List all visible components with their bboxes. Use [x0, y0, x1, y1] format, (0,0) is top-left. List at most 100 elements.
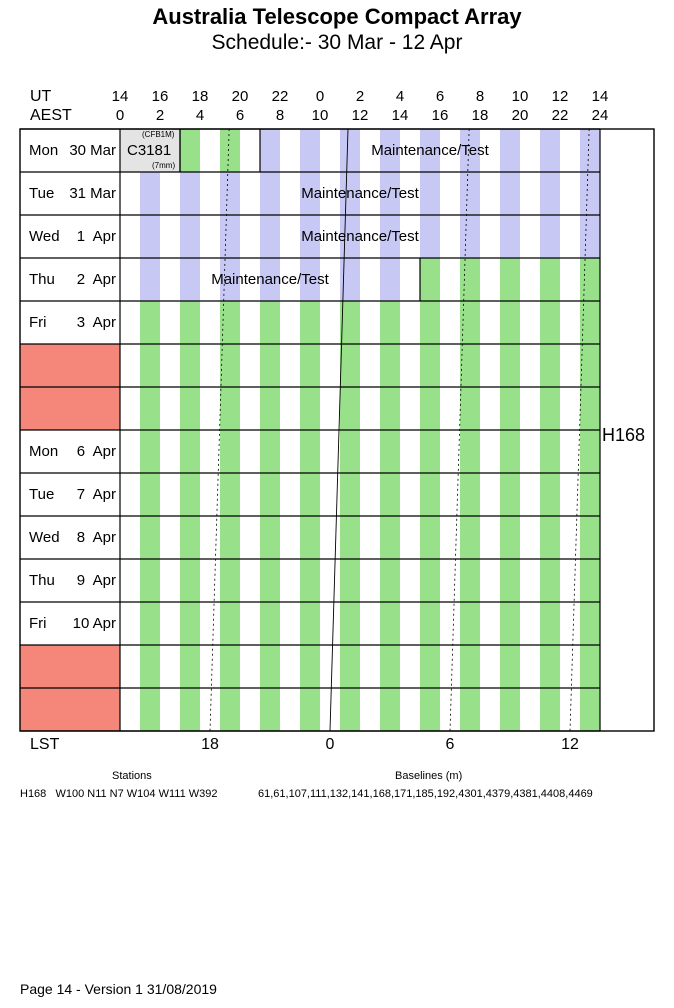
time-stripe: [260, 602, 280, 645]
time-stripe: [540, 258, 560, 301]
time-stripe: [380, 387, 400, 430]
time-stripe: [260, 516, 280, 559]
time-stripe: [340, 387, 360, 430]
time-stripe: [380, 258, 400, 301]
time-stripe: [540, 215, 560, 258]
time-stripe: [580, 602, 600, 645]
time-stripe: [500, 602, 520, 645]
time-stripe: [540, 172, 560, 215]
time-stripe: [340, 516, 360, 559]
day-label: Wed 1 Apr: [20, 215, 119, 258]
ut-hour-label: 6: [435, 88, 445, 105]
time-stripe: [420, 387, 440, 430]
time-stripe: [180, 645, 200, 688]
time-stripe: [460, 258, 480, 301]
aest-hour-label: 24: [591, 107, 609, 124]
maintenance-block-label: Maintenance/Test: [371, 141, 489, 159]
ut-hour-label: 12: [551, 88, 569, 105]
time-stripe: [180, 387, 200, 430]
time-stripe: [420, 645, 440, 688]
time-stripe: [540, 301, 560, 344]
aest-hour-label: 16: [431, 107, 449, 124]
time-stripe: [380, 129, 400, 172]
time-stripe: [500, 301, 520, 344]
time-stripe: [140, 516, 160, 559]
page-title: Australia Telescope Compact Array: [152, 4, 522, 29]
time-stripe: [340, 258, 360, 301]
ut-hour-label: 18: [191, 88, 209, 105]
project-block: [120, 129, 180, 172]
time-stripe: [580, 387, 600, 430]
time-stripe: [260, 344, 280, 387]
time-stripe: [540, 387, 560, 430]
time-stripe: [180, 301, 200, 344]
day-label: Fri 3 Apr: [20, 301, 119, 344]
time-stripe: [500, 129, 520, 172]
stations-list: H168 W100 N11 N7 W104 W111 W392: [20, 788, 218, 800]
aest-hour-label: 14: [391, 107, 409, 124]
time-stripe: [340, 129, 360, 172]
time-stripe: [500, 430, 520, 473]
day-weekday: Fri: [29, 314, 47, 331]
ut-hour-label: 10: [511, 88, 529, 105]
time-stripe: [460, 645, 480, 688]
time-stripe: [220, 430, 240, 473]
time-stripe: [460, 172, 480, 215]
day-weekday: Mon: [29, 142, 59, 159]
time-stripe: [140, 387, 160, 430]
time-stripe: [300, 559, 320, 602]
time-stripe: [460, 301, 480, 344]
time-stripe: [180, 516, 200, 559]
time-stripe: [420, 344, 440, 387]
time-stripe: [140, 430, 160, 473]
time-stripe: [140, 172, 160, 215]
time-stripe: [300, 645, 320, 688]
lst-tick-label: 12: [561, 736, 579, 753]
weekend-cell: [20, 688, 120, 731]
time-stripe: [300, 215, 320, 258]
aest-hour-label: 4: [195, 107, 205, 124]
time-stripe: [580, 344, 600, 387]
ut-hour-label: 14: [591, 88, 609, 105]
lst-tick-label: 6: [445, 736, 455, 753]
aest-hour-label: 2: [155, 107, 165, 124]
time-stripe: [540, 473, 560, 516]
project-block-band: (7mm): [152, 161, 176, 170]
time-stripe: [460, 215, 480, 258]
day-label: Thu 9 Apr: [20, 559, 119, 602]
time-stripe: [500, 215, 520, 258]
time-stripe: [460, 602, 480, 645]
time-stripe: [500, 258, 520, 301]
time-stripe: [540, 516, 560, 559]
time-stripe: [340, 301, 360, 344]
day-date: 7 Apr: [76, 486, 116, 503]
time-stripe: [580, 129, 600, 172]
time-stripe: [540, 559, 560, 602]
time-stripe: [420, 172, 440, 215]
time-stripe: [420, 215, 440, 258]
ut-label: UT: [30, 88, 52, 105]
time-stripe: [420, 258, 440, 301]
time-stripe: [340, 559, 360, 602]
weekend-cell: [20, 344, 120, 387]
time-stripe: [220, 559, 240, 602]
time-stripe: [340, 344, 360, 387]
aest-hour-label: 6: [235, 107, 245, 124]
time-stripe: [340, 430, 360, 473]
time-stripe: [220, 172, 240, 215]
aest-hour-label: 10: [311, 107, 329, 124]
aest-hour-label: 8: [275, 107, 285, 124]
time-stripe: [260, 129, 280, 172]
time-stripe: [380, 645, 400, 688]
time-stripe: [140, 559, 160, 602]
time-stripe: [140, 258, 160, 301]
time-stripe: [220, 387, 240, 430]
day-label: Mon 6 Apr: [20, 430, 119, 473]
day-date: 10 Apr: [72, 615, 116, 632]
time-stripe: [420, 688, 440, 731]
time-stripe: [460, 387, 480, 430]
time-stripe: [380, 688, 400, 731]
page-footer: Page 14 - Version 1 31/08/2019: [20, 981, 217, 997]
aest-hour-label: 18: [471, 107, 489, 124]
day-date: 9 Apr: [76, 572, 116, 589]
